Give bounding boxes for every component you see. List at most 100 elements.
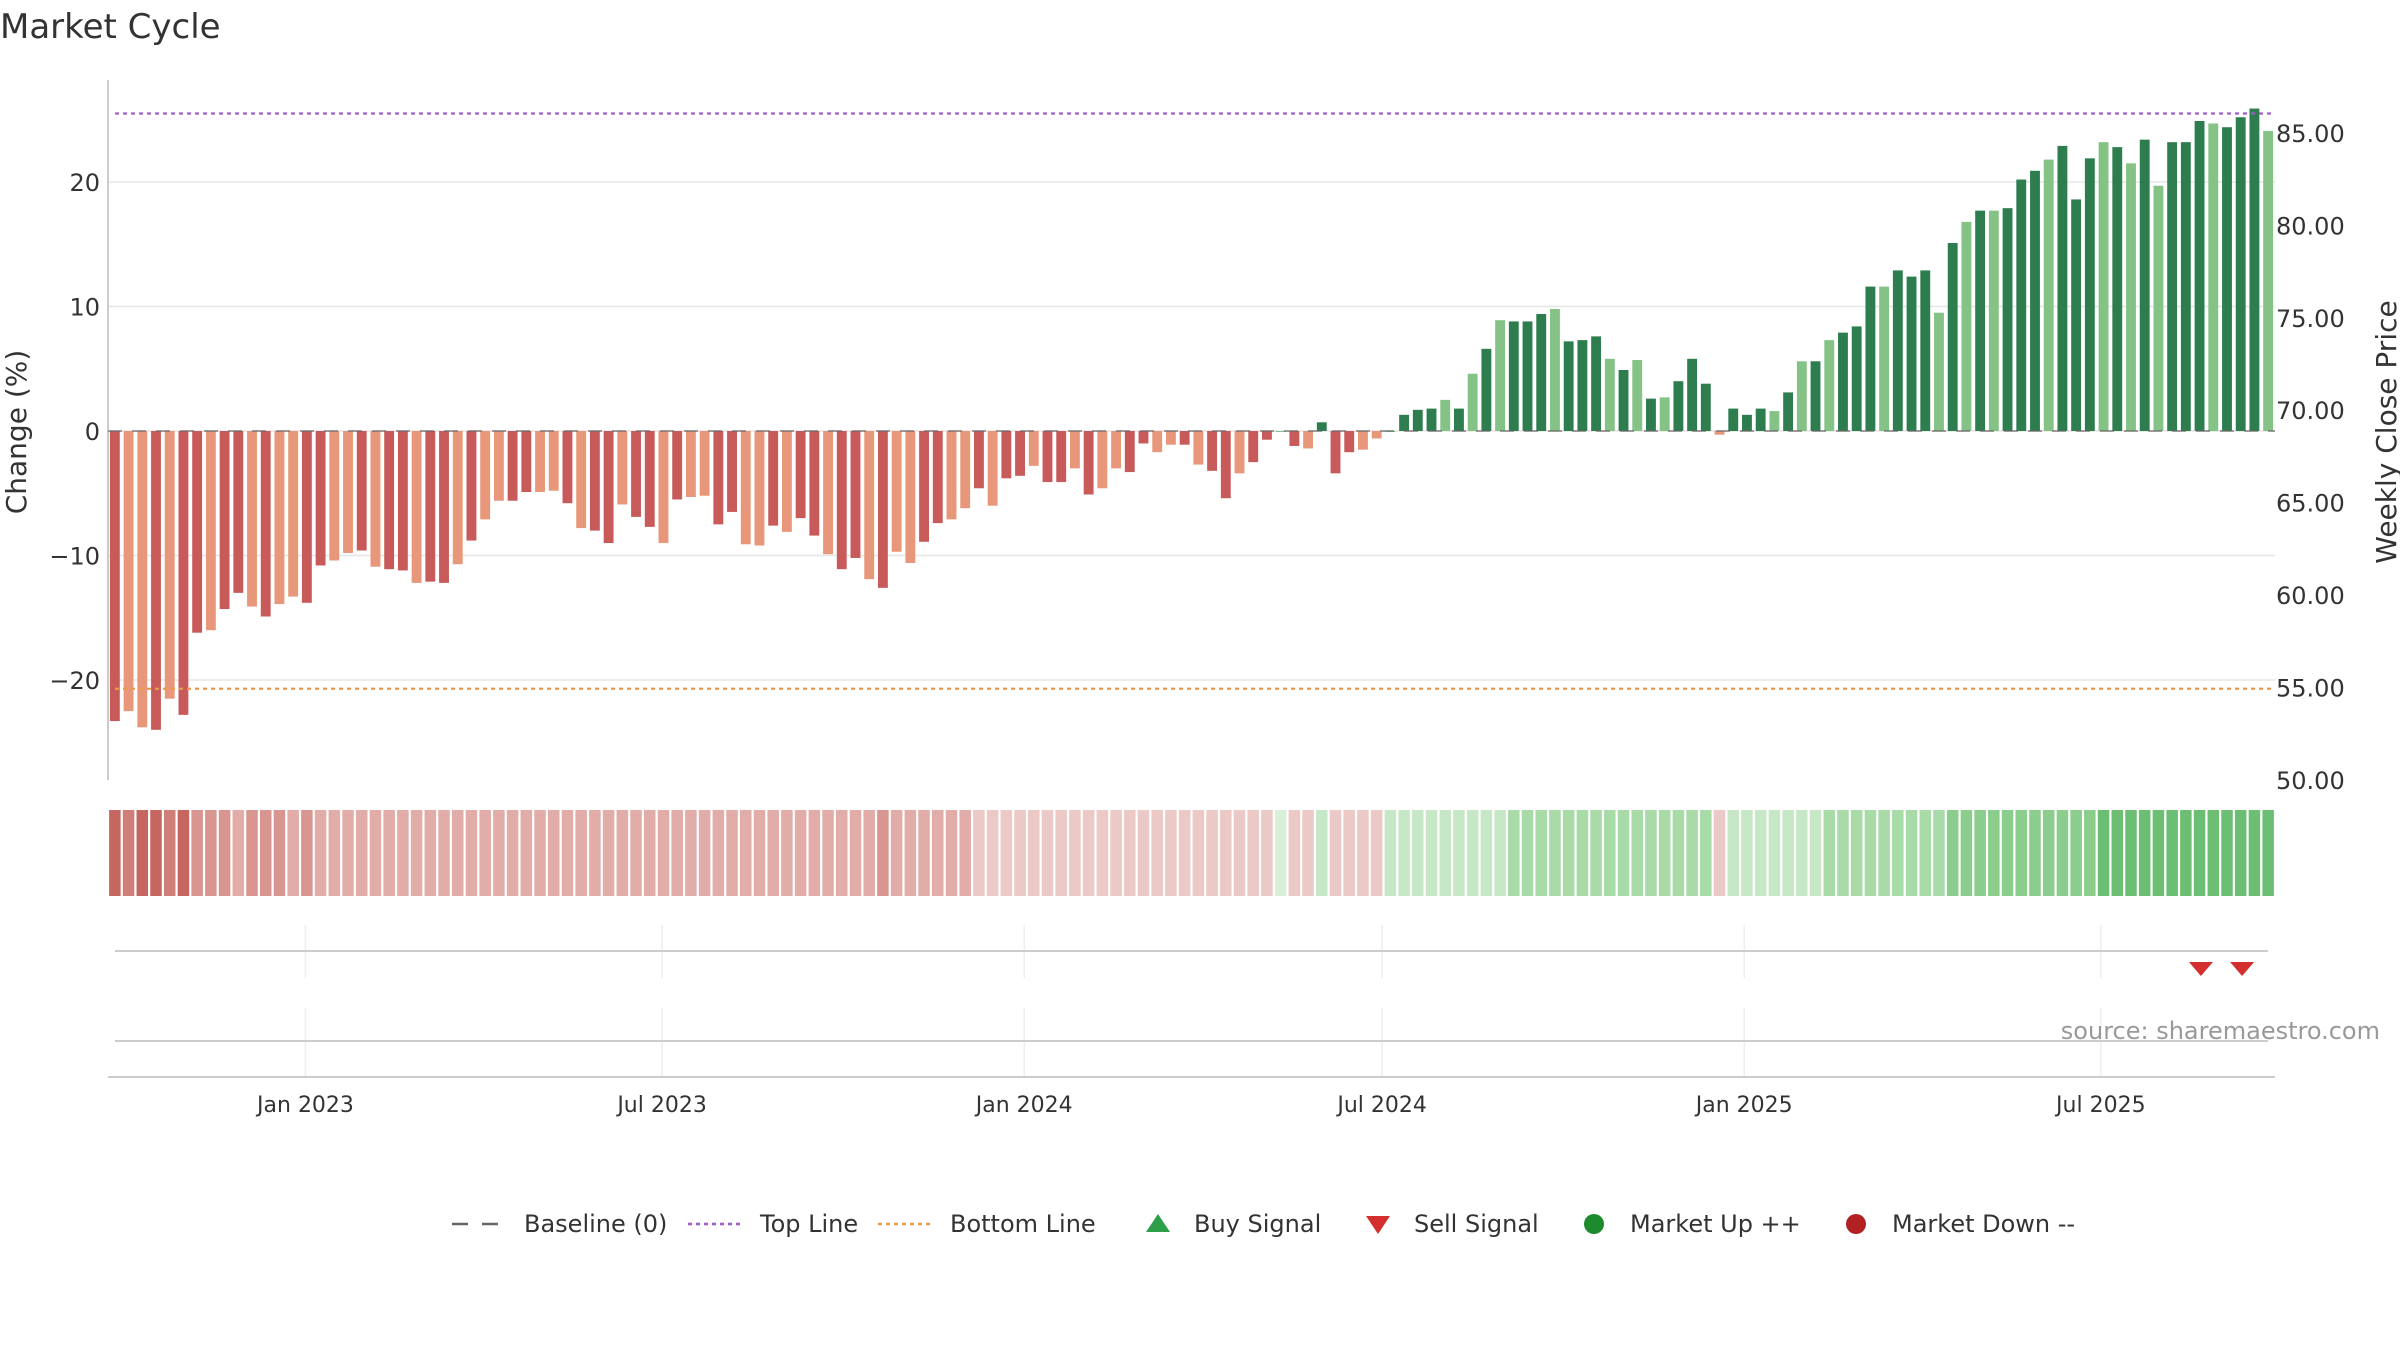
bar [1824,340,1835,431]
bar [466,431,477,541]
bar [439,431,449,583]
bar [754,431,765,546]
heatmap-cell [2234,810,2247,896]
bar [2222,127,2232,431]
legend-item: Market Down -- [1846,1210,2075,1238]
bar [1508,321,1519,431]
bar [1454,408,1464,431]
right-axis-title: Weekly Close Price [2370,300,2400,563]
bar [1769,411,1780,431]
market-up-icon [1584,1214,1604,1234]
heatmap-cell [2125,810,2137,896]
heatmap-cell [1288,810,1301,896]
bar [535,431,545,492]
bar [1426,408,1437,431]
bar [425,431,436,582]
bar [274,431,285,605]
heatmap-cell [973,810,985,896]
bar [1097,431,1108,489]
heatmap-cell [1590,810,1602,896]
heatmap-cell [1727,810,1740,896]
right-tick-label: 50.00 [2276,767,2345,795]
heatmap-cell [1425,810,1438,896]
date-tick-label: Jan 2025 [1694,1093,1793,1118]
signal-panel [115,925,2268,1076]
bar [946,431,957,520]
heatmap-cell [1412,810,1424,896]
heatmap-cell [836,810,848,896]
bar [1165,431,1176,445]
bar [493,431,504,501]
heatmap-cell [1631,810,1643,896]
bar [960,431,971,509]
buy-signal-icon [1146,1214,1170,1232]
bar [1358,431,1368,450]
bar [1947,243,1958,431]
bar [1865,286,1876,431]
bar [1659,397,1670,431]
heatmap-cell [1809,810,1822,896]
sell-signal-marker [2188,962,2213,976]
bar [1618,370,1629,431]
heatmap-cell [1165,810,1177,896]
bar [740,431,751,545]
heatmap-cell [657,810,670,896]
heatmap-cell [2166,810,2178,896]
heatmap-cell [177,810,190,896]
heatmap-cell [698,810,711,896]
heatmap-cell [451,810,464,896]
heatmap-cell [287,810,299,896]
heatmap-cell [246,810,258,896]
heatmap-cell [1549,810,1561,896]
heatmap-cell [849,810,862,896]
bar [781,431,792,532]
bar [2194,121,2205,431]
bar [2071,199,2082,431]
bar [2263,130,2274,431]
bar [905,431,916,563]
bar [1536,313,1547,431]
bar [1700,383,1711,431]
heatmap-cell [1082,810,1095,896]
legend-item: Market Up ++ [1584,1210,1801,1238]
bar [247,431,257,607]
bar [315,431,326,566]
heatmap-cell [2042,810,2055,896]
bar [850,431,861,558]
right-ticks: 85.00 80.00 75.00 70.00 65.00 60.00 55.00 50.00 [2276,120,2345,795]
heatmap-cell [616,810,629,896]
heatmap-cell [863,810,875,896]
heatmap-cell [342,810,354,896]
heatmap-cell [2056,810,2069,896]
heatmap-cell [726,810,738,896]
bar [864,431,875,580]
heatmap-cell [534,810,546,896]
heatmap-cell [781,810,793,896]
heatmap-cell [1768,810,1781,896]
right-tick-label: 80.00 [2276,212,2345,240]
bar [397,431,408,571]
bar [1988,210,1999,431]
heatmap-cell [1370,810,1383,896]
bar [562,431,573,504]
heatmap-cell [1782,810,1794,896]
bar [301,431,312,603]
bar [617,431,628,505]
bar [1399,414,1410,431]
bar [1879,286,1890,431]
legend-label: Market Down -- [1892,1210,2075,1238]
bar [1262,431,1272,440]
bar [1851,326,1862,431]
heatmap-cell [630,810,642,896]
heatmap-cell [1521,810,1534,896]
heatmap-cell [1933,810,1945,896]
bar [672,431,683,500]
bar [2235,117,2246,431]
bar [1961,221,1972,431]
bar [877,431,888,588]
heatmap-cell [1041,810,1054,896]
bar [809,431,820,536]
bar [164,431,175,699]
heatmap-cell [424,810,437,896]
